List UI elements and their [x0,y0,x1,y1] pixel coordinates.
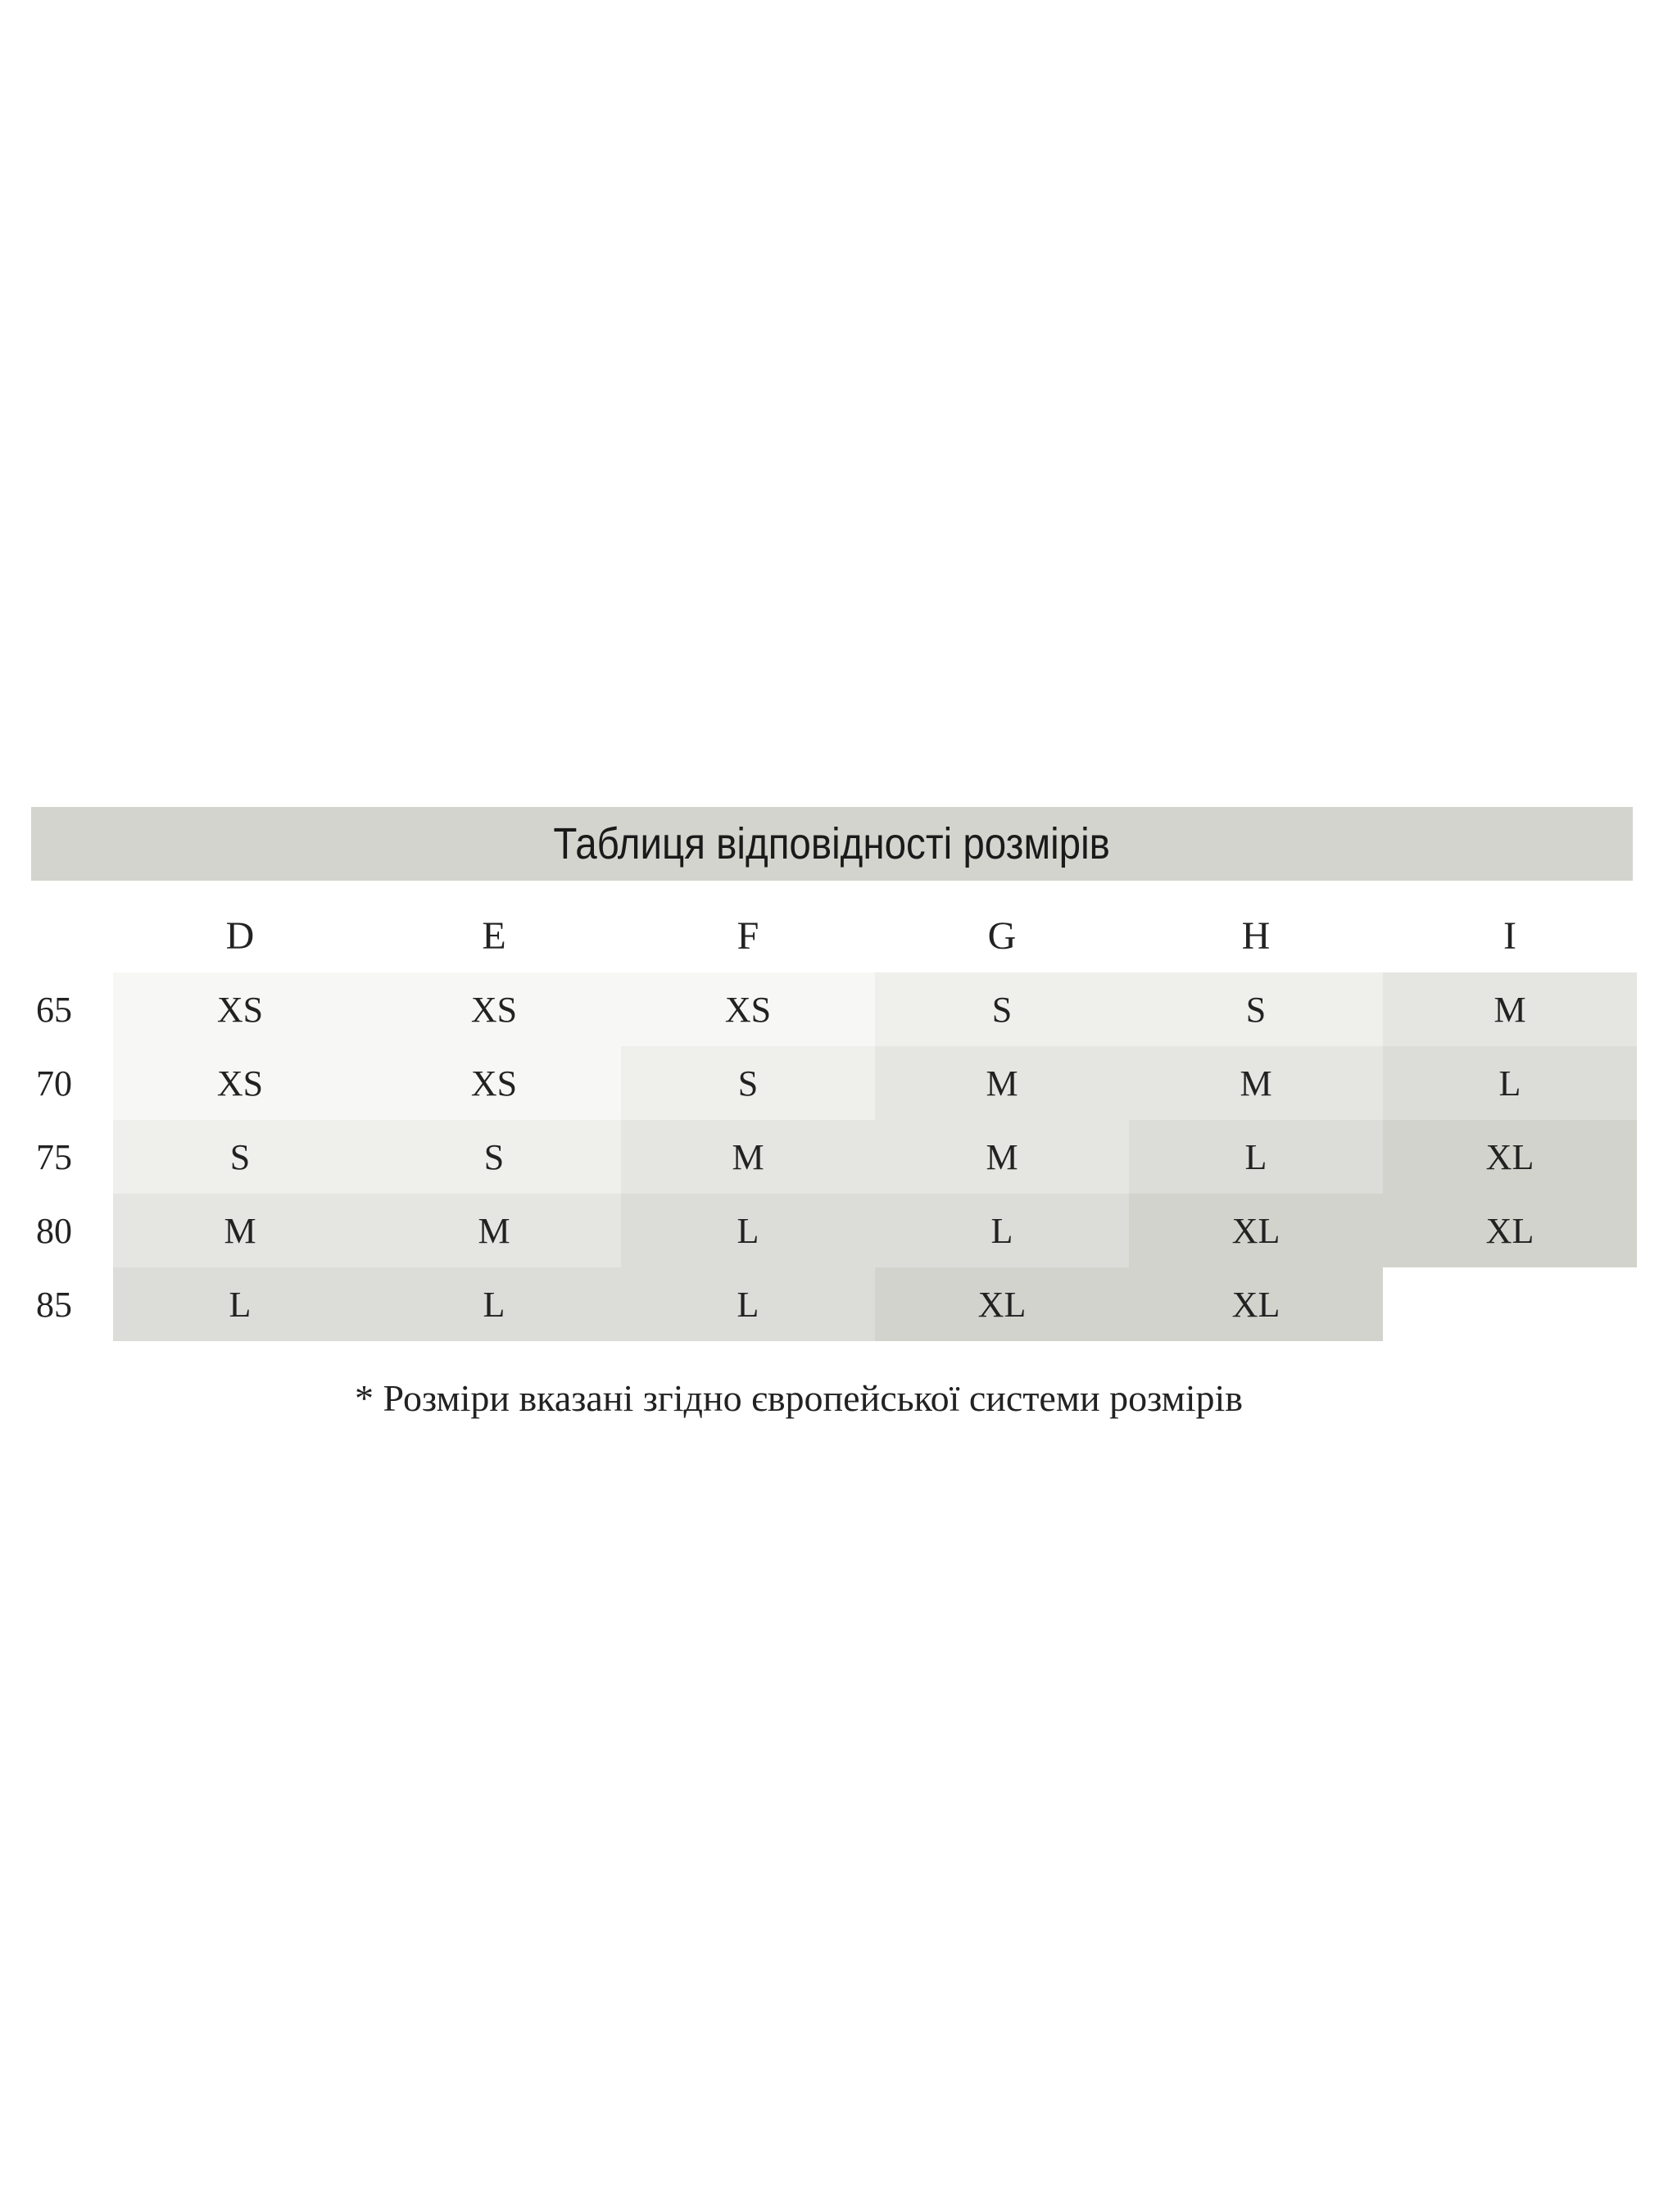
size-cell: L [1383,1046,1637,1120]
size-cell: M [1129,1046,1383,1120]
size-cell: M [1383,972,1637,1046]
size-table: D E F G H I 65 XS XS XS S S M 70 XS XS S M M L 75 S S M M L XL 80 M M… [31,899,1637,1341]
size-cell: XL [875,1267,1129,1341]
size-cell: S [1129,972,1383,1046]
column-header-D: D [225,913,255,958]
row-label-65: 65 [36,989,72,1030]
column-header-G: G [987,913,1017,958]
size-cell: L [875,1194,1129,1267]
size-cell: L [1129,1120,1383,1194]
size-cell: XS [113,1046,367,1120]
size-cell: L [621,1267,875,1341]
size-cell: L [367,1267,621,1341]
size-cell: M [621,1120,875,1194]
size-cell: XS [621,972,875,1046]
size-cell: S [621,1046,875,1120]
column-header-F: F [737,913,759,958]
size-cell: L [113,1267,367,1341]
table-title: Таблиця відповідності розмірів [553,819,1111,868]
footnote: * Розміри вказані згідно європейської си… [355,1377,1243,1419]
size-cell: XL [1383,1194,1637,1267]
size-cell: XS [367,1046,621,1120]
size-cell: S [367,1120,621,1194]
corner-cell [31,899,113,972]
size-cell: XS [367,972,621,1046]
size-cell: L [621,1194,875,1267]
size-cell: M [875,1120,1129,1194]
table-title-bar: Таблиця відповідності розмірів [31,807,1633,881]
size-cell [1383,1267,1637,1341]
size-cell: M [875,1046,1129,1120]
row-label-70: 70 [36,1063,72,1104]
size-cell: M [113,1194,367,1267]
column-header-I: I [1503,913,1516,958]
size-cell: S [875,972,1129,1046]
column-header-E: E [482,913,506,958]
size-cell: S [113,1120,367,1194]
row-label-80: 80 [36,1210,72,1251]
size-cell: XL [1129,1194,1383,1267]
column-header-H: H [1241,913,1271,958]
size-cell: M [367,1194,621,1267]
size-cell: XS [113,972,367,1046]
row-label-85: 85 [36,1284,72,1325]
size-cell: XL [1383,1120,1637,1194]
size-cell: XL [1129,1267,1383,1341]
row-label-75: 75 [36,1136,72,1177]
